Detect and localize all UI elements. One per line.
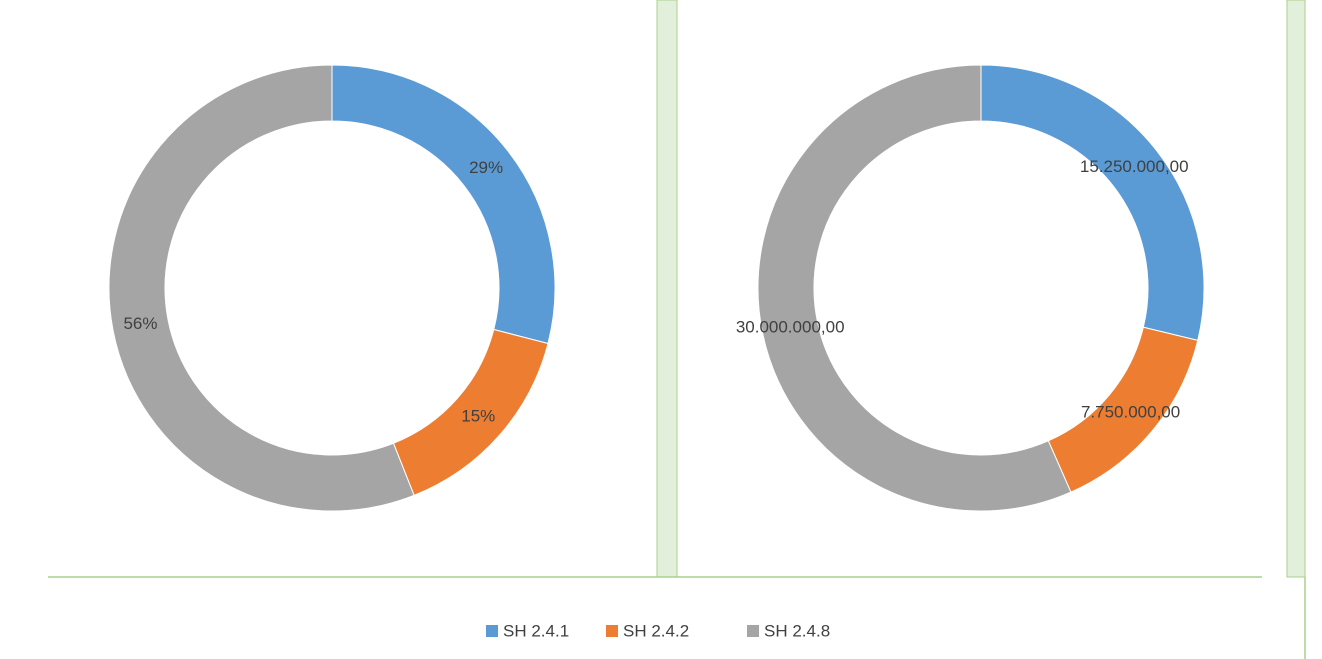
legend-label: SH 2.4.1 (503, 621, 569, 640)
data-label: 7.750.000,00 (1081, 403, 1180, 422)
data-label: 15% (461, 406, 495, 425)
donut-segment (757, 64, 1072, 512)
legend-label: SH 2.4.8 (764, 621, 830, 640)
legend-label: SH 2.4.2 (623, 621, 689, 640)
charts: 29% 15% 56% 15.250.000,00 7.750.000,00 30.000… (108, 64, 1205, 512)
donut-segment (980, 64, 1205, 341)
legend-swatch (747, 625, 759, 637)
legend-swatch (486, 625, 498, 637)
data-label: 30.000.000,00 (736, 318, 845, 337)
panel-divider (656, 0, 678, 578)
donut-segment (331, 64, 556, 345)
panel-divider (1286, 0, 1306, 578)
data-label: 15.250.000,00 (1080, 157, 1189, 176)
legend: SH 2.4.1 SH 2.4.2 SH 2.4.8 (486, 621, 830, 640)
data-label: 56% (123, 314, 157, 333)
data-label: 29% (469, 158, 503, 177)
donut-segment (108, 64, 415, 512)
legend-swatch (606, 625, 618, 637)
